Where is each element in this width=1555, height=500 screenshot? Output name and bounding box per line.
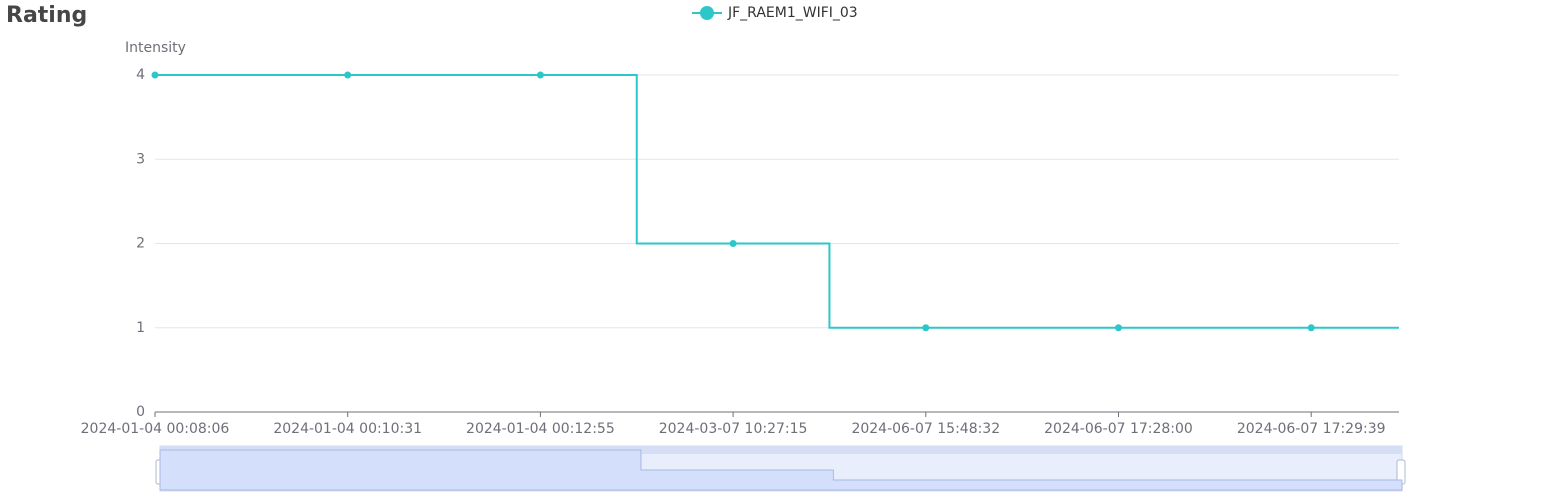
zoom-preview xyxy=(159,449,1403,491)
point xyxy=(536,71,544,79)
y-tick-label: 4 xyxy=(136,67,145,83)
x-tick-label: 2024-06-07 15:48:32 xyxy=(851,421,1000,437)
series-line xyxy=(155,74,1399,329)
legend-marker xyxy=(700,6,714,20)
legend-item[interactable]: JF_RAEM1_WIFI_03 xyxy=(692,5,858,21)
x-tick-label: 2024-06-07 17:29:39 xyxy=(1237,421,1386,437)
x-tick-label: 2024-06-07 17:28:00 xyxy=(1044,421,1193,437)
chart-title: Rating xyxy=(6,3,87,28)
point xyxy=(1115,324,1122,332)
point xyxy=(729,240,737,247)
x-tick-label: 2024-01-04 00:10:31 xyxy=(273,421,422,437)
y-tick-label: 3 xyxy=(136,151,145,167)
y-axis-label: Intensity xyxy=(125,40,186,56)
point xyxy=(922,324,930,332)
y-tick-label: 1 xyxy=(136,320,145,336)
x-tick-label: 2024-03-07 10:27:15 xyxy=(659,421,808,437)
y-tick-label: 2 xyxy=(136,236,145,252)
x-tick-label: 2024-01-04 00:12:55 xyxy=(466,421,615,437)
x-tick-label: 2024-01-04 00:08:06 xyxy=(81,421,230,437)
legend-label: JF_RAEM1_WIFI_03 xyxy=(727,5,858,21)
y-tick-label: 0 xyxy=(136,404,145,420)
zoom-bar[interactable] xyxy=(160,446,1402,454)
point xyxy=(344,71,352,79)
point xyxy=(1307,324,1315,332)
point xyxy=(151,71,159,79)
